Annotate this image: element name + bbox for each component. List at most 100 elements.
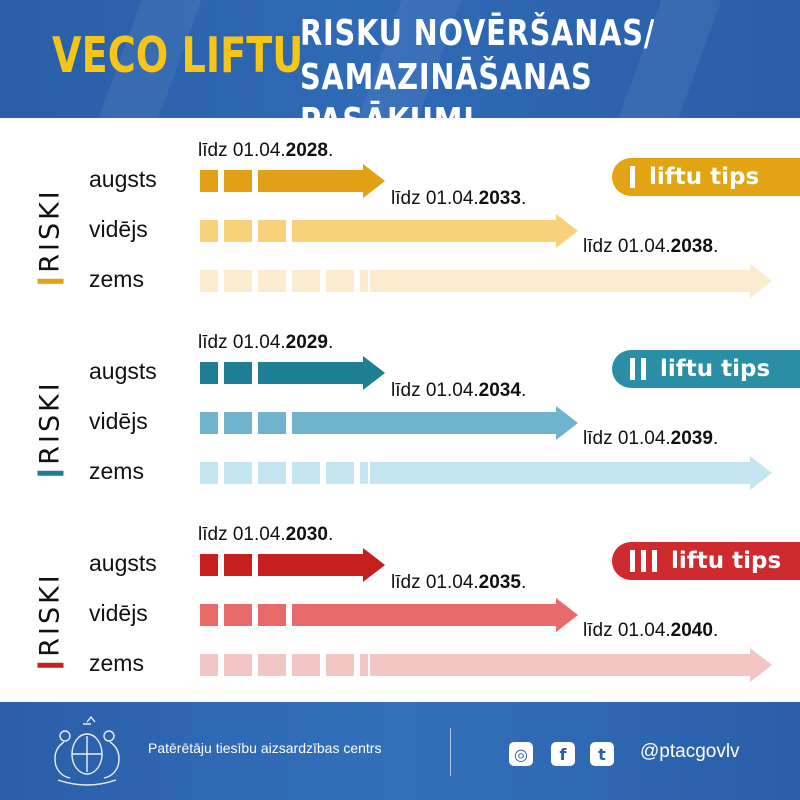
lift-type-badge: liftu tips <box>612 350 800 388</box>
timeline-dash <box>200 220 218 242</box>
timeline-dash <box>258 604 286 626</box>
deadline-year: 2030 <box>285 524 328 545</box>
title-veco-liftu: VECO LIFTU <box>52 27 304 84</box>
deadline-prefix: līdz 01.04. <box>391 572 479 593</box>
timeline-arrowhead <box>370 648 772 682</box>
risk-section-2: RISKI liftu tips augsts līdz 01.04.2029. vid… <box>0 322 800 502</box>
deadline-suffix: . <box>520 188 527 209</box>
deadline-prefix: līdz 01.04. <box>198 332 286 353</box>
timeline-dash <box>326 654 354 676</box>
instagram-icon[interactable]: ◎ <box>509 742 533 766</box>
deadline-suffix: . <box>712 428 719 449</box>
header-banner: VECO LIFTU RISKU NOVĒRŠANAS/ SAMAZINĀŠAN… <box>0 0 800 118</box>
numeral-stroke <box>641 358 646 380</box>
timeline-dash <box>326 270 354 292</box>
timeline-dash <box>360 270 368 292</box>
deadline-suffix: . <box>327 332 334 353</box>
timeline-dash <box>200 270 218 292</box>
title-line-2: SAMAZINĀŠANAS PASĀKUMI <box>300 57 593 118</box>
deadline-year: 2033 <box>478 188 521 209</box>
deadline-prefix: līdz 01.04. <box>583 620 671 641</box>
deadline-year: 2035 <box>478 572 521 593</box>
deadline-suffix: . <box>520 380 527 401</box>
roman-numeral <box>630 166 635 188</box>
deadline-prefix: līdz 01.04. <box>198 524 286 545</box>
timeline-arrowhead <box>280 548 385 582</box>
timeline-dash <box>326 462 354 484</box>
twitter-icon[interactable]: t <box>590 742 614 766</box>
timeline-arrowhead <box>320 598 578 632</box>
footer: Patērētāju tiesību aizsardzības centrs ◎… <box>0 702 800 800</box>
deadline-label: līdz 01.04.2029. <box>198 332 333 354</box>
lift-type-badge: liftu tips <box>612 158 800 196</box>
deadline-year: 2034 <box>478 380 521 401</box>
timeline-dash <box>224 462 252 484</box>
timeline-arrow <box>200 406 578 440</box>
organization-name: Patērētāju tiesību aizsardzības centrs <box>148 740 382 756</box>
footer-divider <box>450 728 451 776</box>
title-line-1: RISKU NOVĒRŠANAS/ <box>300 13 656 54</box>
deadline-prefix: līdz 01.04. <box>391 380 479 401</box>
badge-text: liftu tips <box>649 164 760 190</box>
timeline-dash <box>224 412 252 434</box>
lift-type-badge: liftu tips <box>612 542 800 580</box>
timeline-dash <box>258 270 286 292</box>
timeline-dash <box>224 654 252 676</box>
timeline-dash <box>200 362 218 384</box>
risk-level-vidējs: vidējs <box>89 408 148 434</box>
timeline-arrow <box>200 456 772 490</box>
timeline-dash <box>200 412 218 434</box>
timeline-dash <box>292 604 320 626</box>
deadline-label: līdz 01.04.2034. <box>391 380 526 402</box>
timeline-dash <box>258 412 286 434</box>
risk-level-vidējs: vidējs <box>89 600 148 626</box>
timeline-arrowhead <box>370 264 772 298</box>
timeline-arrowhead <box>370 456 772 490</box>
timeline-dash <box>258 554 286 576</box>
riski-accent-bar <box>37 662 63 668</box>
deadline-year: 2028 <box>285 140 328 161</box>
numeral-stroke <box>652 550 657 572</box>
facebook-icon[interactable]: f <box>551 742 575 766</box>
timeline-dash <box>258 170 286 192</box>
numeral-stroke <box>630 358 635 380</box>
timeline-arrowhead <box>280 356 385 390</box>
timeline-arrow <box>200 214 578 248</box>
timeline-arrow <box>200 164 385 198</box>
riski-accent-bar <box>37 278 63 284</box>
badge-text: liftu tips <box>660 356 771 382</box>
social-handle[interactable]: @ptacgovlv <box>640 741 740 762</box>
deadline-label: līdz 01.04.2035. <box>391 572 526 594</box>
timeline-dash <box>224 270 252 292</box>
title-risku-pasakumi: RISKU NOVĒRŠANAS/ SAMAZINĀŠANAS PASĀKUMI <box>300 12 700 118</box>
risk-section-1: RISKI liftu tips augsts līdz 01.04.2028. vid… <box>0 130 800 310</box>
timeline-dash <box>224 604 252 626</box>
deadline-suffix: . <box>327 524 334 545</box>
risk-level-augsts: augsts <box>89 358 157 384</box>
riski-text: RISKI <box>34 188 66 273</box>
deadline-label: līdz 01.04.2033. <box>391 188 526 210</box>
timeline-dash <box>292 270 320 292</box>
roman-numeral <box>630 358 646 380</box>
risk-level-zems: zems <box>89 458 144 484</box>
risk-section-3: RISKI liftu tips augsts līdz 01.04.2030. vid… <box>0 514 800 694</box>
deadline-suffix: . <box>712 620 719 641</box>
risk-level-augsts: augsts <box>89 550 157 576</box>
timeline-arrowhead <box>280 164 385 198</box>
timeline-dash <box>292 412 320 434</box>
risk-level-zems: zems <box>89 650 144 676</box>
deadline-label: līdz 01.04.2028. <box>198 140 333 162</box>
timeline-dash <box>224 220 252 242</box>
risk-level-augsts: augsts <box>89 166 157 192</box>
timeline-arrow <box>200 356 385 390</box>
deadline-year: 2039 <box>670 428 713 449</box>
roman-numeral <box>630 550 657 572</box>
timeline-dash <box>292 462 320 484</box>
riski-label: RISKI <box>35 560 66 680</box>
coat-of-arms-icon <box>44 714 130 788</box>
timeline-dash <box>292 654 320 676</box>
deadline-prefix: līdz 01.04. <box>583 428 671 449</box>
timeline-arrow <box>200 264 772 298</box>
timeline-dash <box>224 362 252 384</box>
numeral-stroke <box>630 166 635 188</box>
